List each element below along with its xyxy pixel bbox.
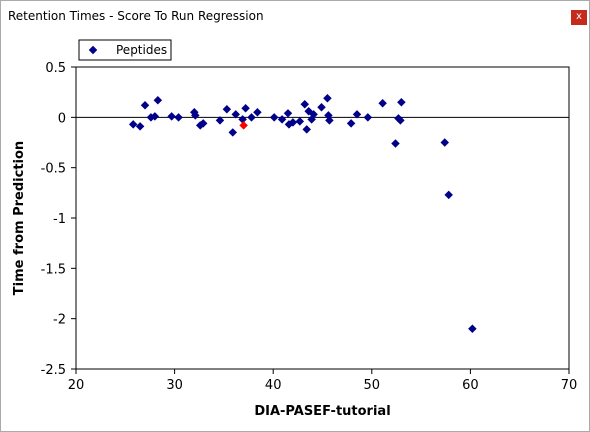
data-point [253,108,262,117]
y-axis-title: Time from Prediction [12,141,27,295]
x-tick-label: 20 [68,378,85,393]
x-tick-label: 50 [364,378,381,393]
data-point [135,122,145,131]
data-point [444,190,453,200]
legend: Peptides [78,39,172,61]
data-point [317,103,326,112]
data-point [300,100,309,109]
data-point [440,138,450,147]
data-point [153,95,163,105]
data-point [325,116,334,125]
data-point [128,120,138,129]
data-point [397,97,406,107]
data-point [167,112,176,121]
data-point [222,105,232,114]
data-point [346,119,356,128]
x-tick-label: 40 [265,378,282,393]
data-point [247,113,256,122]
data-point [396,116,405,125]
data-point [378,98,387,108]
data-point [277,115,287,124]
legend-marker [88,45,98,55]
data-point [283,109,293,118]
y-tick-label: -0.5 [41,162,66,177]
x-tick-label: 70 [561,378,578,393]
data-point [468,324,477,333]
y-axis: 0.5 0 -0.5 -1 -1.5 -2 -2.5 [41,61,76,378]
data-point [309,110,318,119]
y-tick-label: 0.5 [45,61,66,76]
data-point [302,125,311,134]
y-tick-label: -1.5 [41,262,66,277]
data-point [288,118,298,127]
data-point [323,93,332,103]
data-point [174,113,183,122]
x-axis: 20 30 40 50 60 70 [68,369,578,393]
x-tick-label: 30 [166,378,183,393]
x-axis-title: DIA-PASEF-tutorial [254,404,390,419]
close-button[interactable]: x [571,10,587,25]
plot-area [75,66,570,370]
legend-label: Peptides [116,43,167,57]
y-tick-label: -1 [53,212,66,227]
data-point [140,101,150,110]
data-point [352,110,362,119]
data-point [295,117,305,126]
data-point [269,113,279,122]
y-tick-label: -2.5 [41,363,66,378]
highlighted-point [239,121,248,130]
data-point [231,110,240,119]
data-point [238,115,247,124]
y-tick-label: -2 [53,313,66,328]
data-point [150,112,160,121]
x-tick-label: 60 [462,378,479,393]
title-bar: Retention Times - Score To Run Regressio… [1,1,589,31]
legend-box [78,39,172,61]
data-point [191,111,200,120]
data-point [228,128,238,137]
y-tick-label: 0 [58,111,66,126]
data-point [215,116,225,125]
data-point [363,113,373,122]
window-title: Retention Times - Score To Run Regressio… [8,9,264,23]
data-point [391,139,400,148]
data-point [198,119,208,128]
data-points [128,93,477,333]
data-point [241,104,250,113]
